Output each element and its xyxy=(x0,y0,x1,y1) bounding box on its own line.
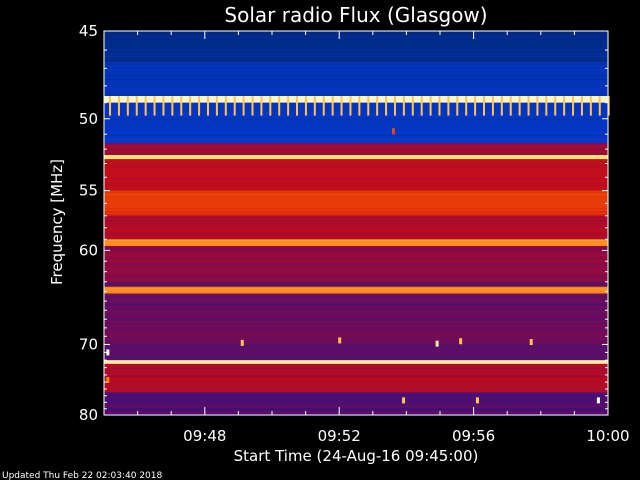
updated-timestamp: Updated Thu Feb 22 02:03:40 2018 xyxy=(2,471,163,480)
burst-9 xyxy=(106,349,110,356)
band-6 xyxy=(104,159,608,191)
burst-8 xyxy=(596,397,600,404)
burst-4 xyxy=(459,338,463,345)
y-tick-label-0: 45 xyxy=(79,22,98,40)
plot-area xyxy=(104,31,610,416)
chart-title: Solar radio Flux (Glasgow) xyxy=(224,3,487,27)
burst-6 xyxy=(402,397,406,404)
burst-7 xyxy=(475,397,479,404)
burst-3 xyxy=(435,340,439,347)
periodic-pulses xyxy=(109,96,610,116)
x-tick-label-3: 10:00 xyxy=(586,427,629,445)
band-4 xyxy=(104,143,608,155)
burst-1 xyxy=(240,339,244,346)
y-axis: 45 50 55 60 70 80 xyxy=(79,22,608,424)
band-9 xyxy=(104,239,608,247)
burst-2 xyxy=(338,337,342,344)
y-tick-label-2: 55 xyxy=(79,182,98,200)
x-axis: 09:48 09:52 09:56 10:00 xyxy=(137,31,630,445)
band-5 xyxy=(104,154,608,160)
y-tick-label-3: 60 xyxy=(79,241,98,259)
burst-5 xyxy=(529,339,533,346)
x-axis-title: Start Time (24-Aug-16 09:45:00) xyxy=(234,447,479,465)
y-tick-label-5: 80 xyxy=(79,406,98,424)
band-1 xyxy=(104,61,608,97)
plot-frame xyxy=(103,30,609,416)
band-13 xyxy=(104,360,608,364)
burst-0 xyxy=(391,128,395,135)
x-tick-label-2: 09:56 xyxy=(452,427,495,445)
y-tick-label-1: 50 xyxy=(79,110,98,128)
burst-10 xyxy=(106,376,110,383)
y-tick-label-4: 70 xyxy=(79,335,98,353)
band-3 xyxy=(104,102,608,144)
x-tick-label-0: 09:48 xyxy=(183,427,226,445)
y-axis-title: Frequency [MHz] xyxy=(48,159,66,285)
x-tick-label-1: 09:52 xyxy=(318,427,361,445)
